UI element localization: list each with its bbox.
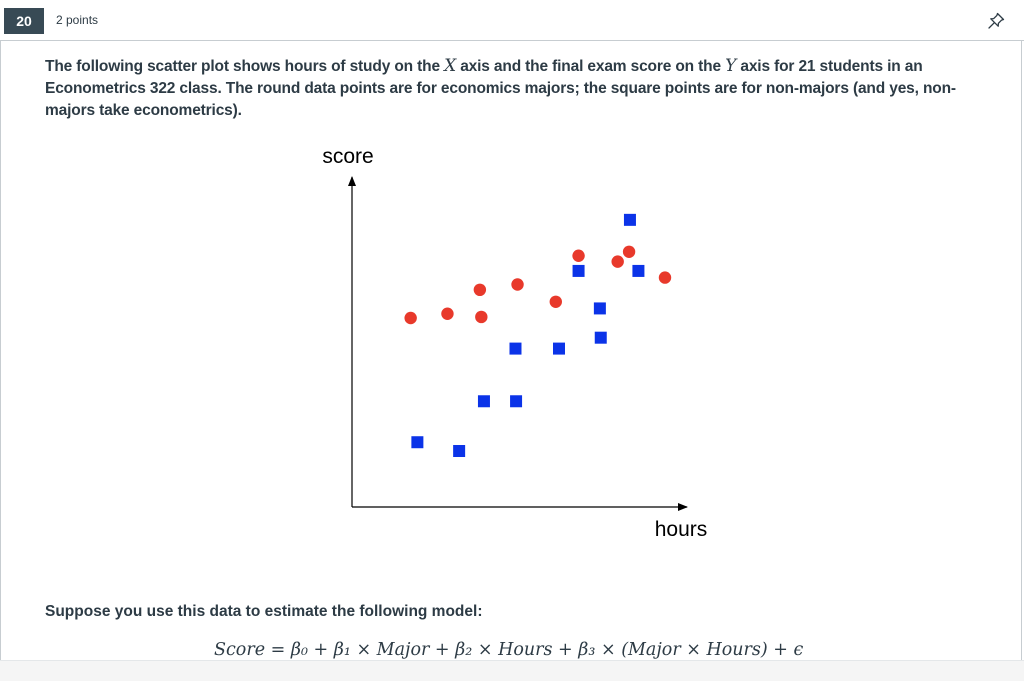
question-text: The following scatter plot shows hours o… xyxy=(45,55,975,122)
page-bottom-bar xyxy=(0,660,1024,681)
major-point xyxy=(475,310,488,324)
x-variable: X xyxy=(444,56,457,76)
pin-icon[interactable] xyxy=(986,11,1006,31)
y-variable: Y xyxy=(725,56,737,76)
major-point xyxy=(622,245,636,258)
non-major-point xyxy=(510,395,523,408)
question-points: 2 points xyxy=(56,13,99,27)
non-major-point xyxy=(632,264,645,277)
non-major-point xyxy=(411,436,424,449)
major-point xyxy=(572,249,585,262)
major-point xyxy=(549,295,562,308)
model-formula: Score = β₀ + β₁ × Major + β₂ × Hours + β… xyxy=(214,640,804,660)
major-point xyxy=(658,271,672,284)
question-header: 20 2 points xyxy=(0,0,1024,41)
non-major-point xyxy=(572,264,585,277)
y-axis-label: score xyxy=(322,145,373,168)
x-axis-label: hours xyxy=(655,518,708,540)
non-major-point xyxy=(453,445,466,458)
question-text-part: axis and the final exam score on the xyxy=(456,58,726,75)
question-text-part: The following scatter plot shows hours o… xyxy=(45,58,445,75)
non-major-point xyxy=(509,342,522,355)
model-prompt: Suppose you use this data to estimate th… xyxy=(45,603,483,620)
question-number: 20 xyxy=(4,8,44,34)
data-points xyxy=(404,213,672,458)
non-major-point xyxy=(623,213,636,226)
question-text-part: axis for 21 students in an Econometrics … xyxy=(45,58,956,119)
non-major-point xyxy=(477,395,490,408)
non-major-point xyxy=(552,342,565,355)
major-point xyxy=(511,278,524,291)
major-point xyxy=(611,255,624,268)
major-point xyxy=(441,307,454,320)
major-point xyxy=(473,283,487,297)
major-point xyxy=(404,311,417,325)
non-major-point xyxy=(594,331,607,344)
scatter-plot: score hours xyxy=(322,145,708,540)
non-major-point xyxy=(593,302,606,315)
